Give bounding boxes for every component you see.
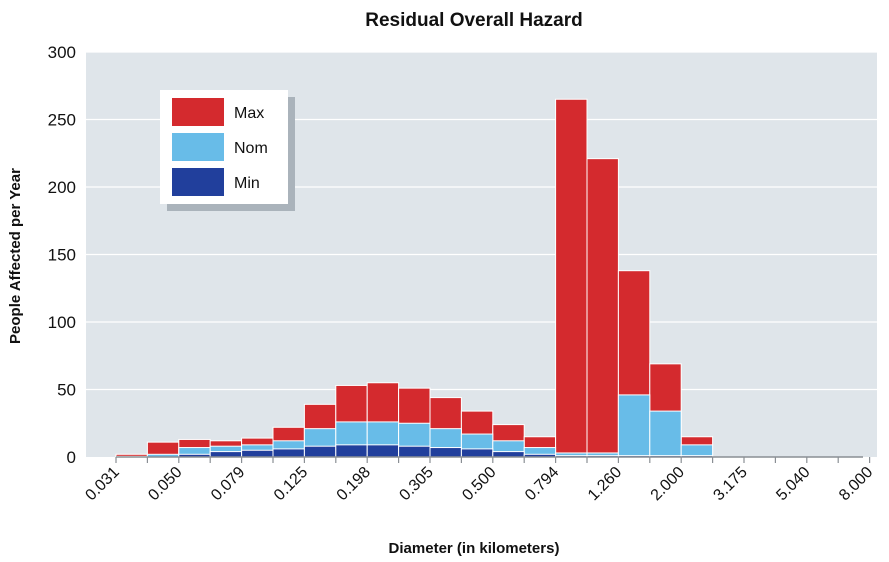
y-tick-label: 100 [48,313,76,332]
x-tick-label: 0.125 [271,464,311,504]
bar-min [366,444,400,458]
y-tick-label: 50 [57,381,76,400]
x-tick-label: 0.050 [145,464,185,504]
y-axis-label: People Affected per Year [7,168,24,344]
bar-max [586,158,619,458]
x-tick-label: 3.175 [710,464,750,504]
legend-swatch-nom [172,133,224,161]
y-tick-label: 200 [48,178,76,197]
y-tick-label: 300 [48,43,76,62]
bar-nom [649,410,682,458]
legend-swatch-min [172,168,224,196]
x-tick-label: 5.040 [773,464,813,504]
x-tick-label: 1.260 [585,464,625,504]
legend-label-min: Min [234,175,260,192]
bar-min [241,449,274,458]
legend-swatch-max [172,98,224,126]
bar-min [429,447,462,458]
x-tick-label: 0.794 [522,464,562,504]
legend-label-nom: Nom [234,140,268,157]
x-tick-label: 2.000 [648,464,688,504]
chart-title: Residual Overall Hazard [365,10,583,31]
bar-max [555,98,588,458]
legend-label-max: Max [234,105,264,122]
y-tick-label: 250 [48,111,76,130]
x-axis-label: Diameter (in kilometers) [389,540,560,557]
bar-min [398,445,431,458]
bar-nom [617,394,651,458]
bar-min [492,451,525,458]
x-tick-label: 0.031 [82,464,122,504]
y-tick-label: 150 [48,246,76,265]
x-tick-label: 0.500 [459,464,499,504]
bar-min [303,445,337,458]
bar-min [209,451,243,458]
bar-min [272,448,305,458]
x-tick-label: 8.000 [836,464,876,504]
bars [115,98,714,458]
bar-min [460,448,494,458]
x-tick-label: 0.079 [208,464,248,504]
x-tick-label: 0.305 [396,464,436,504]
y-tick-label: 0 [67,448,76,467]
bar-min [335,444,368,458]
legend: Max Nom Min [160,90,295,211]
x-tick-label: 0.198 [334,464,374,504]
